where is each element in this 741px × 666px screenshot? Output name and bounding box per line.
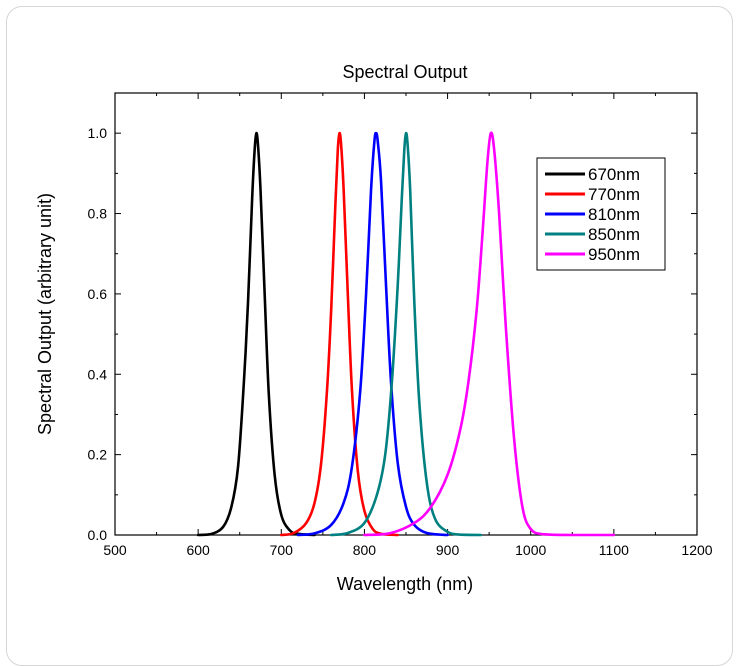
x-axis-label: Wavelength (nm): [337, 574, 473, 594]
y-tick-label: 0.0: [88, 527, 108, 543]
legend-label: 950nm: [588, 245, 640, 264]
x-tick-label: 800: [353, 542, 377, 558]
y-tick-label: 0.4: [88, 366, 108, 382]
x-tick-label: 900: [436, 542, 460, 558]
x-tick-label: 500: [103, 542, 127, 558]
legend-label: 770nm: [588, 185, 640, 204]
x-tick-label: 600: [186, 542, 210, 558]
legend-label: 670nm: [588, 165, 640, 184]
series-line-850nm: [329, 131, 483, 537]
y-tick-label: 0.6: [88, 286, 108, 302]
series-line-770nm: [279, 131, 399, 537]
legend-label: 810nm: [588, 205, 640, 224]
x-tick-label: 700: [270, 542, 294, 558]
legend-label: 850nm: [588, 225, 640, 244]
y-axis-label: Spectral Output (arbitrary unit): [35, 193, 55, 435]
x-tick-label: 1000: [515, 542, 546, 558]
x-tick-label: 1100: [599, 542, 629, 558]
x-tick-label: 1200: [681, 542, 712, 558]
series-line-810nm: [296, 131, 449, 537]
series-line-670nm: [196, 131, 316, 537]
series-line-950nm: [363, 131, 616, 537]
y-tick-label: 1.0: [88, 125, 108, 141]
chart-card: [6, 6, 733, 666]
y-tick-label: 0.8: [88, 206, 108, 222]
y-tick-label: 0.2: [88, 447, 108, 463]
chart-title: Spectral Output: [342, 62, 467, 82]
